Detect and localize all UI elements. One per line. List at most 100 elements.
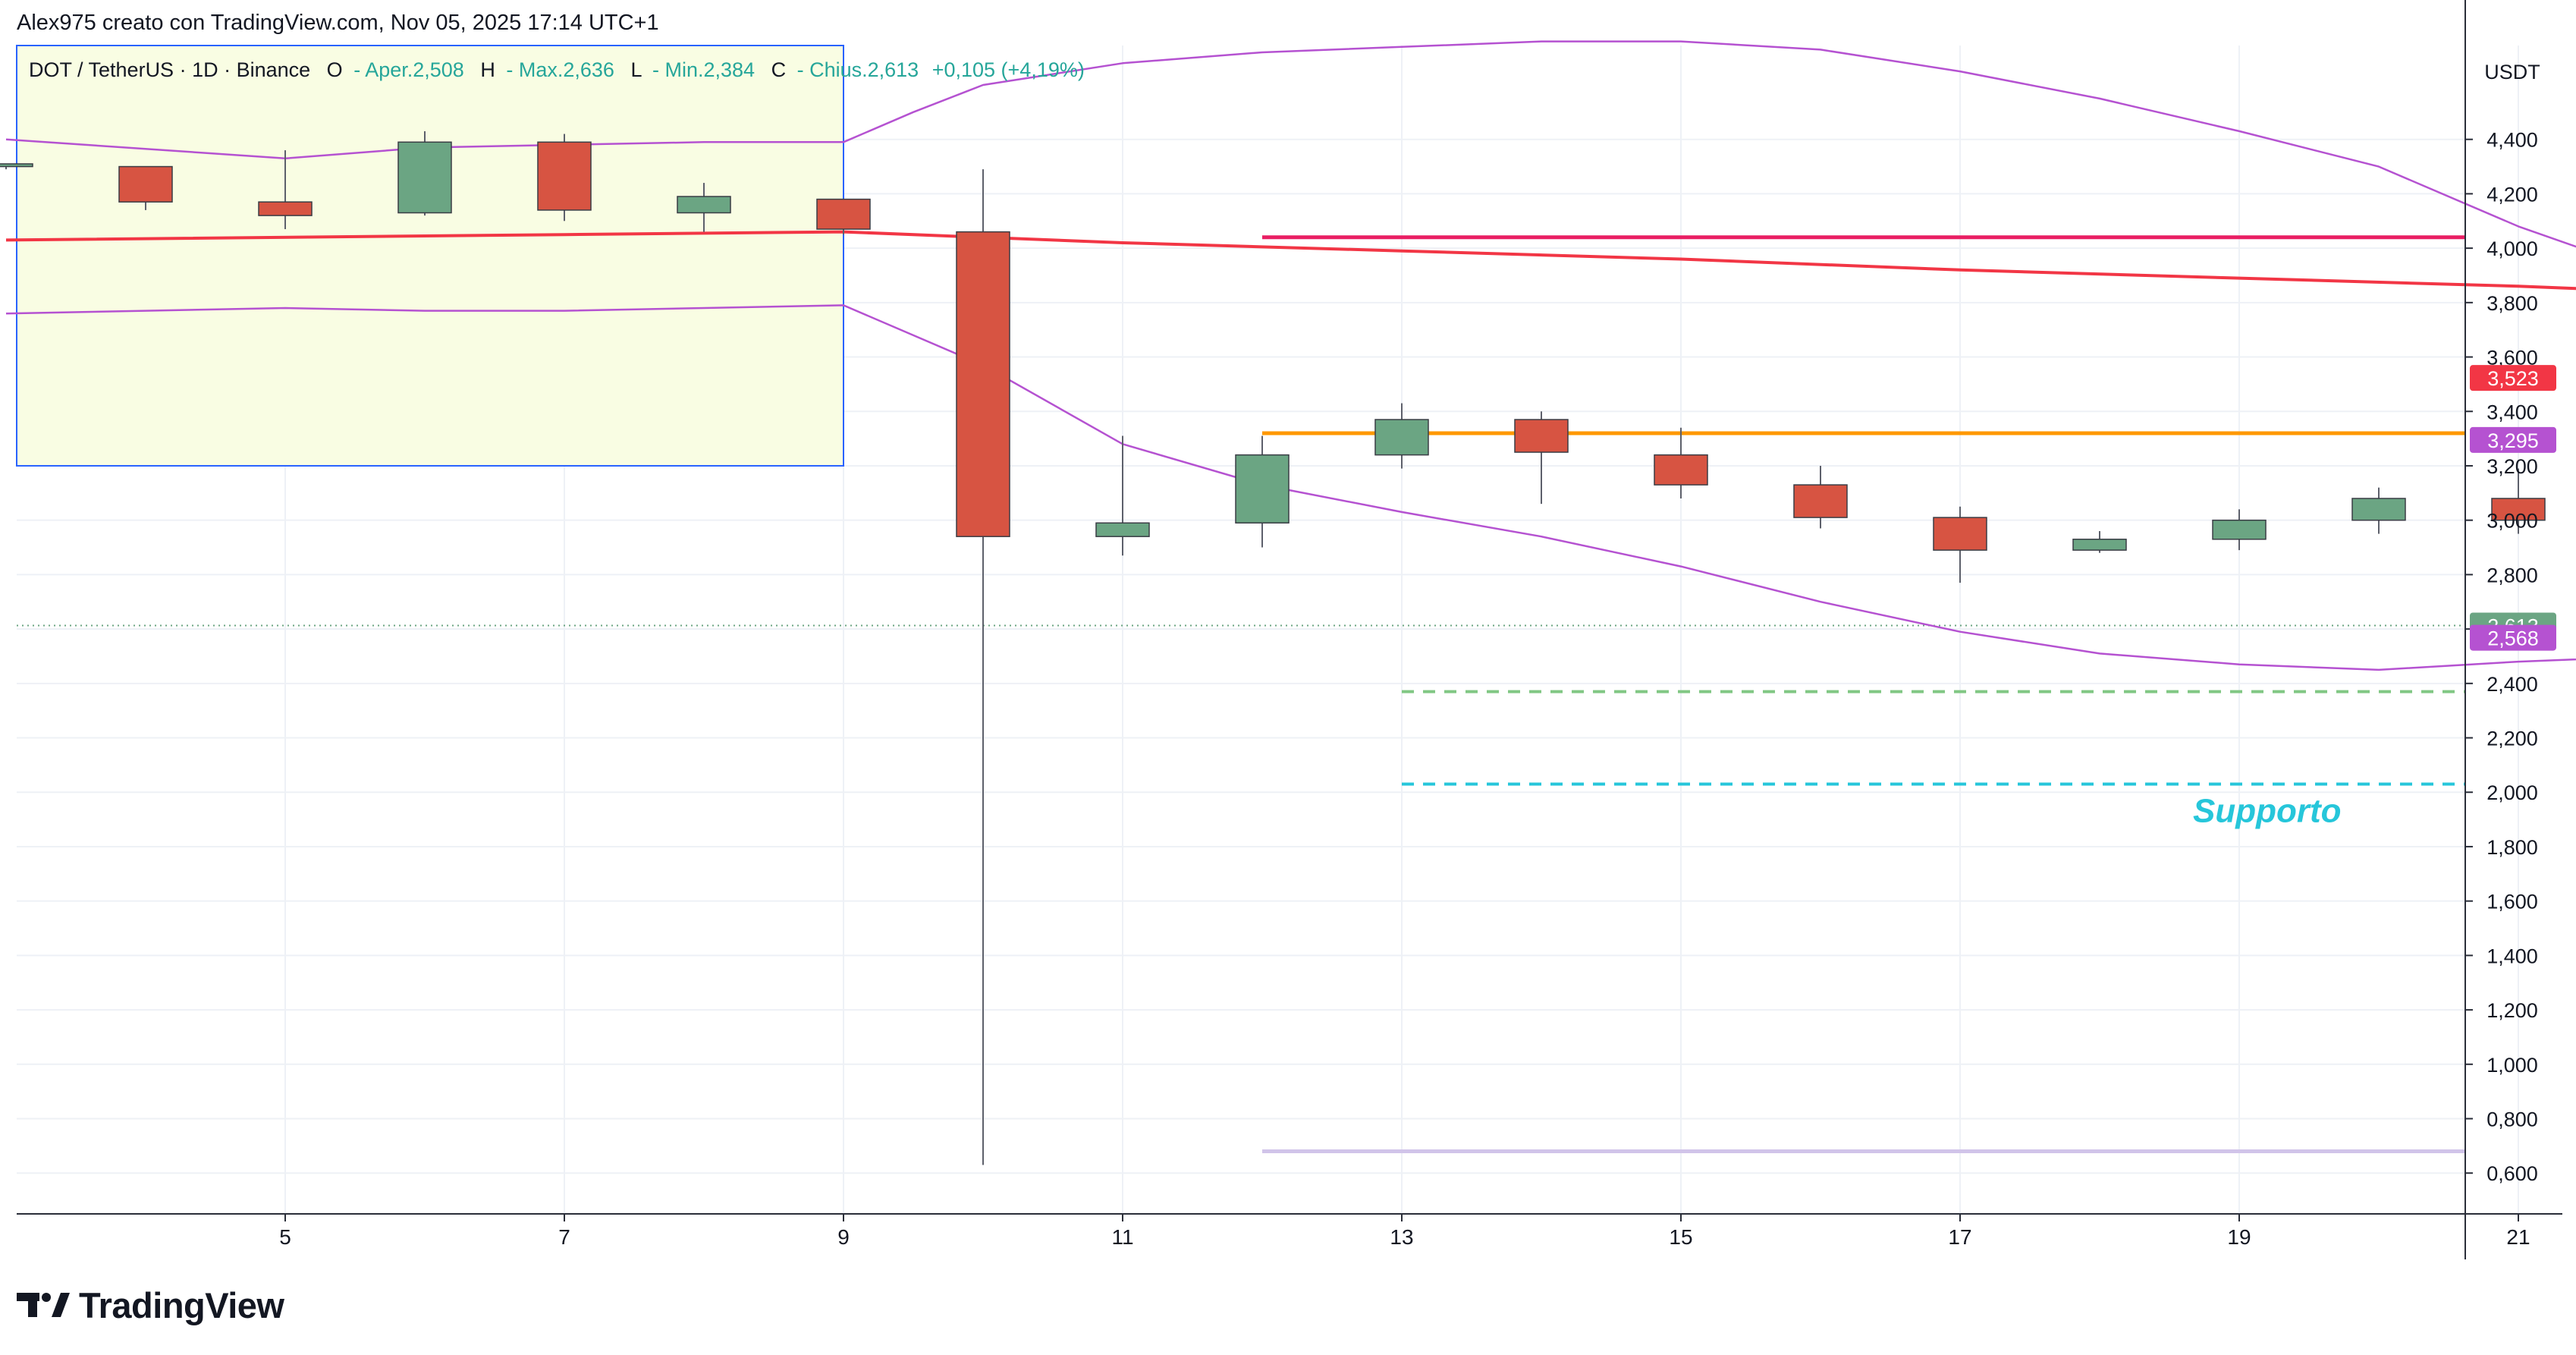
candle[interactable] [258, 150, 313, 230]
price-tick-label: 1,200 [2486, 999, 2538, 1022]
candle-body-up [677, 196, 731, 214]
candle-body-down [1654, 454, 1708, 486]
candle[interactable] [118, 165, 173, 210]
time-tick-label: 15 [1669, 1225, 1692, 1249]
candle[interactable] [956, 169, 1010, 1165]
legend-h-value: - Max.2,636 [506, 58, 614, 81]
candle-body-up [397, 141, 452, 214]
band-upper-line[interactable] [5, 40, 2576, 472]
band-lower-line[interactable] [5, 304, 2576, 671]
annotations: Supporto [2193, 793, 2342, 830]
legend-l-value: - Min.2,384 [652, 58, 755, 81]
price-tick-label: 3,400 [2486, 401, 2538, 423]
price-tag: 2,568 [2470, 624, 2556, 651]
candle[interactable] [537, 134, 592, 222]
chart-caption: Alex975 creato con TradingView.com, Nov … [17, 11, 659, 35]
candle-body-up [0, 163, 33, 168]
time-tick-label: 13 [1390, 1225, 1413, 1249]
candle[interactable] [1374, 403, 1429, 469]
currency-label: USDT [2484, 61, 2540, 83]
candle-body-up [1095, 522, 1150, 537]
candle-body-down [1514, 419, 1569, 453]
price-tick-label: 1,600 [2486, 891, 2538, 913]
horizontal-lines [17, 235, 2465, 1154]
candle[interactable] [1933, 506, 1987, 583]
candle[interactable] [2491, 468, 2546, 534]
candle[interactable] [816, 198, 871, 235]
time-tick-label: 17 [1948, 1225, 1971, 1249]
highlight-box [16, 45, 844, 467]
time-tick-label: 21 [2506, 1225, 2530, 1249]
price-tick-label: 2,200 [2486, 728, 2538, 750]
candle-body-down [537, 141, 592, 211]
price-tick-label: 4,400 [2486, 129, 2538, 152]
price-tick-label: 3,000 [2486, 510, 2538, 533]
candle[interactable] [1793, 465, 1848, 529]
price-tag: 3,523 [2470, 365, 2556, 391]
legend-c-label: C [771, 58, 787, 81]
annotation-supporto[interactable]: Supporto [2193, 793, 2342, 830]
time-tick-label: 11 [1111, 1225, 1133, 1249]
price-tick-label: 0,800 [2486, 1108, 2538, 1131]
price-tick-label: 2,400 [2486, 673, 2538, 696]
legend-o-value: - Aper.2,508 [353, 58, 464, 81]
price-tag-bg [2470, 365, 2556, 391]
price-tick-label: 2,000 [2486, 781, 2538, 804]
tradingview-logo[interactable]: TradingView [17, 1282, 284, 1328]
candle-body-down [2491, 498, 2546, 521]
price-tick-label: 3,800 [2486, 292, 2538, 315]
price-tick-label: 1,000 [2486, 1054, 2538, 1077]
price-tick-label: 4,200 [2486, 183, 2538, 206]
price-tag-label: 3,295 [2487, 429, 2539, 452]
price-tick-label: 0,600 [2486, 1162, 2538, 1185]
candle-body-down [258, 201, 313, 216]
highlight-rectangle[interactable] [16, 45, 844, 467]
legend-symbol: DOT / TetherUS · 1D · Binance [29, 58, 310, 81]
price-tag-bg [2470, 624, 2556, 651]
candle-body-down [1793, 484, 1848, 518]
indicators [5, 40, 2576, 671]
legend-line: DOT / TetherUS · 1D · Binance O - Aper.2… [29, 58, 1085, 81]
legend-change: +0,105 (+4,19%) [932, 58, 1085, 81]
moving-average-line[interactable] [5, 230, 2576, 379]
candle-body-up [1374, 419, 1429, 456]
candles [0, 130, 2546, 1165]
price-tag-label: 3,523 [2487, 367, 2539, 390]
price-tick-label: 1,800 [2486, 836, 2538, 859]
price-tick-label: 3,200 [2486, 455, 2538, 478]
legend-l-label: L [630, 58, 642, 81]
candle[interactable] [2212, 509, 2267, 551]
candle[interactable] [1514, 411, 1569, 505]
price-tag-label: 2,568 [2487, 627, 2539, 650]
tradingview-logo-icon [17, 1293, 70, 1317]
price-tick-label: 2,800 [2486, 564, 2538, 586]
candle[interactable] [2072, 531, 2127, 553]
chart-grid [17, 46, 2519, 1214]
price-tag: 3,295 [2470, 426, 2556, 453]
time-tick-label: 7 [558, 1225, 570, 1249]
candle[interactable] [1654, 427, 1708, 498]
candle[interactable] [677, 183, 731, 232]
tradingview-logo-text: TradingView [79, 1284, 284, 1325]
candle-body-up [2212, 519, 2267, 540]
price-tag-bg [2470, 426, 2556, 453]
time-tick-label: 5 [279, 1225, 291, 1249]
candle[interactable] [1095, 435, 1150, 556]
candle[interactable] [1235, 435, 1290, 548]
candle-body-up [2072, 539, 2127, 551]
legend-o-label: O [327, 58, 343, 81]
candle-body-up [1235, 454, 1290, 524]
candle[interactable] [397, 130, 452, 216]
candle[interactable] [2351, 487, 2406, 534]
ohlc-legend: DOT / TetherUS · 1D · Binance O - Aper.2… [29, 58, 1085, 81]
candle-body-up [2351, 498, 2406, 521]
candle[interactable] [0, 163, 33, 170]
time-tick-label: 9 [837, 1225, 850, 1249]
price-tick-label: 1,400 [2486, 945, 2538, 967]
candle-body-down [118, 165, 173, 203]
legend-h-label: H [480, 58, 495, 81]
time-tick-label: 19 [2227, 1225, 2251, 1249]
legend-c-value: - Chius.2,613 [797, 58, 919, 81]
